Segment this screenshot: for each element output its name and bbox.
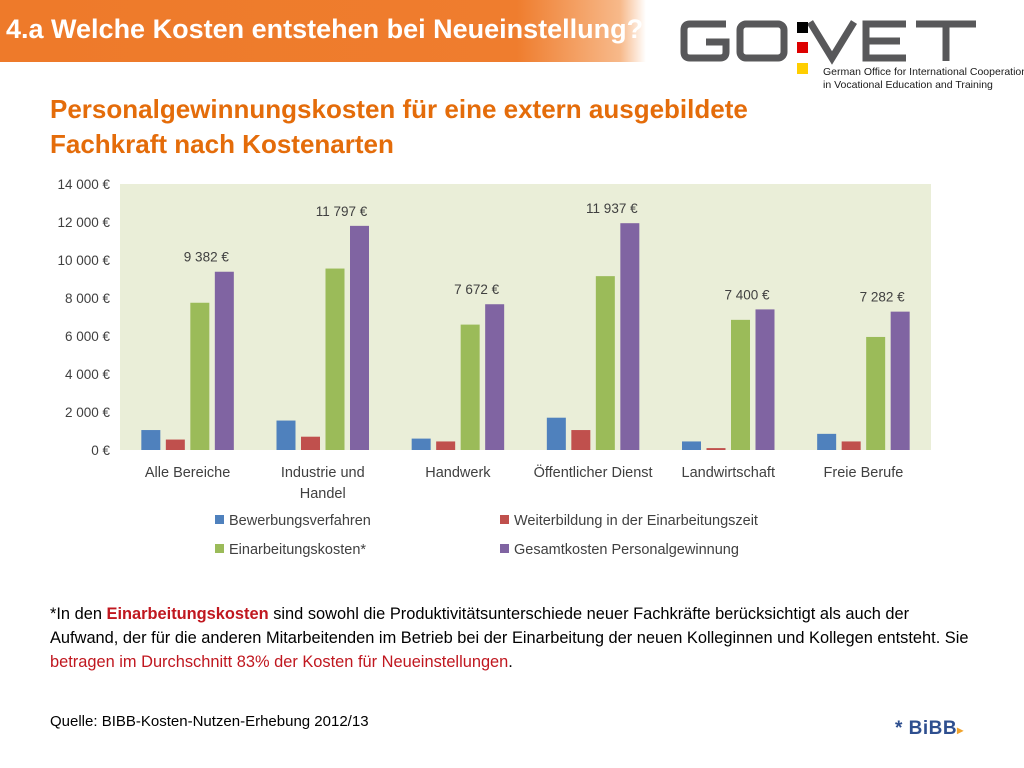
bar: [841, 441, 861, 450]
bar: [755, 309, 775, 450]
chart-heading-line2: Fachkraft nach Kostenarten: [50, 129, 394, 159]
footnote-highlight-einarbeitungskosten: Einarbeitungskosten: [106, 605, 269, 623]
bar: [276, 420, 296, 450]
legend-label: Bewerbungsverfahren: [229, 513, 371, 529]
legend-label: Weiterbildung in der Einarbeitungszeit: [514, 513, 758, 529]
bar: [165, 439, 185, 450]
data-label: 11 937 €: [586, 201, 638, 216]
legend-swatch: [215, 515, 224, 524]
logo-subtitle: German Office for International Cooperat…: [823, 66, 1024, 92]
x-tick-label: Alle Bereiche: [145, 465, 230, 481]
bar: [141, 430, 161, 450]
chart-heading: Personalgewinnungskosten für eine extern…: [50, 92, 810, 162]
legend-label: Gesamtkosten Personalgewinnung: [514, 542, 739, 558]
bar: [301, 436, 320, 450]
footnote: *In den Einarbeitungskosten sind sowohl …: [50, 602, 980, 674]
data-label: 7 400 €: [724, 287, 770, 302]
x-tick-label: Landwirtschaft: [682, 465, 776, 481]
data-label: 9 382 €: [184, 250, 230, 265]
bar: [620, 223, 640, 450]
y-tick-label: 6 000 €: [65, 329, 111, 344]
legend-swatch: [215, 544, 224, 553]
x-tick-label: Industrie und: [281, 465, 365, 481]
bar-chart: 0 € 2 000 € 4 000 € 6 000 € 8 000 € 10 000 € 1…: [0, 170, 1024, 570]
bar: [411, 438, 431, 450]
x-tick-label: Handel: [300, 486, 346, 502]
logo-subtitle-line1: German Office for International Cooperat…: [823, 66, 1024, 78]
legend-label: Einarbeitungskosten*: [229, 542, 366, 558]
bar: [817, 433, 837, 450]
source-note: Quelle: BIBB-Kosten-Nutzen-Erhebung 2012…: [50, 713, 369, 730]
x-tick-label: Handwerk: [425, 465, 491, 481]
bibb-logo-arrow-icon: ▸: [957, 723, 964, 737]
y-tick-label: 10 000 €: [57, 253, 110, 268]
data-label: 7 672 €: [454, 282, 500, 297]
bibb-logo: * BiBB▸: [895, 718, 964, 740]
slide-title: 4.a Welche Kosten entstehen bei Neueinst…: [6, 14, 644, 44]
bar-chart-svg: 0 € 2 000 € 4 000 € 6 000 € 8 000 € 10 000 € 1…: [57, 177, 931, 558]
footnote-part1: *In den: [50, 605, 107, 623]
bar: [731, 319, 750, 450]
header-band: [0, 0, 646, 62]
flag-gold-square: [797, 63, 808, 74]
bar: [706, 448, 726, 450]
data-label: 7 282 €: [860, 290, 906, 305]
chart-heading-line1: Personalgewinnungskosten für eine extern…: [50, 94, 748, 124]
y-tick-label: 12 000 €: [57, 215, 110, 230]
govet-logo-graphic: [680, 20, 976, 65]
flag-red-square: [797, 42, 808, 53]
bibb-logo-text: * BiBB: [895, 718, 958, 739]
bar: [866, 336, 886, 450]
bar: [682, 441, 701, 450]
bar: [595, 276, 615, 450]
bar: [214, 271, 234, 450]
x-tick-label: Freie Berufe: [824, 465, 904, 481]
bar: [485, 304, 505, 450]
bar: [546, 417, 566, 450]
footnote-part3: .: [508, 653, 513, 671]
x-tick-label: Öffentlicher Dienst: [534, 463, 653, 481]
y-tick-label: 2 000 €: [65, 405, 111, 420]
bar: [190, 302, 210, 450]
y-tick-label: 0 €: [91, 443, 110, 458]
bar: [436, 441, 456, 450]
logo-subtitle-line2: in Vocational Education and Training: [823, 79, 993, 91]
data-label: 11 797 €: [316, 204, 368, 219]
footnote-part2: sind sowohl die Produktivitätsunterschie…: [50, 605, 969, 647]
y-tick-label: 8 000 €: [65, 291, 111, 306]
flag-black-square: [797, 22, 808, 33]
legend-swatch: [500, 544, 509, 553]
bar: [350, 225, 369, 450]
bar: [890, 311, 910, 450]
footnote-highlight-average: betragen im Durchschnitt 83% der Kosten …: [50, 653, 509, 671]
bar: [460, 324, 480, 450]
y-tick-label: 14 000 €: [57, 177, 110, 192]
plot-area: [120, 184, 931, 450]
legend-swatch: [500, 515, 509, 524]
bar: [571, 430, 591, 450]
y-tick-label: 4 000 €: [65, 367, 111, 382]
bar: [325, 268, 345, 450]
